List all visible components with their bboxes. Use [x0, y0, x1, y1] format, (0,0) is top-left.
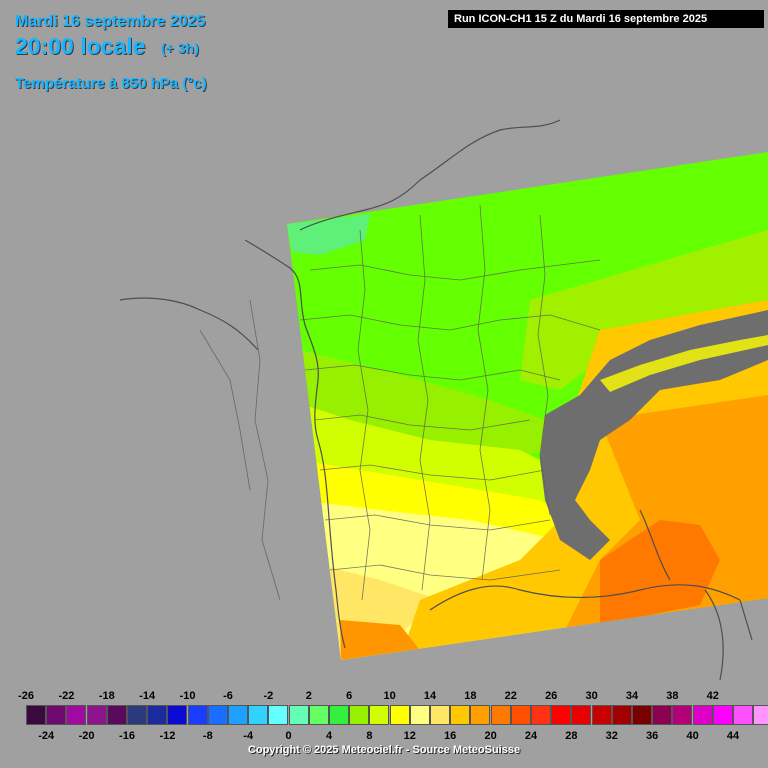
legend-swatch — [591, 705, 612, 725]
legend-swatch — [733, 705, 753, 725]
legend-tick-label: -22 — [58, 690, 75, 702]
legend-tick-label: 8 — [366, 730, 373, 742]
legend-swatch — [248, 705, 269, 725]
legend-tick-label: 34 — [625, 690, 639, 702]
legend-tick-label: 36 — [646, 730, 659, 742]
legend-swatch — [127, 705, 147, 725]
legend-tick-label: 14 — [423, 690, 437, 702]
model-domain — [287, 152, 768, 660]
legend-tick-label: -6 — [223, 690, 233, 702]
alps-north-zone — [520, 230, 768, 390]
legend-tick-label: 32 — [605, 730, 618, 742]
legend-tick-label: 24 — [524, 730, 538, 742]
legend-swatch — [329, 705, 349, 725]
legend-tick-label: 30 — [585, 690, 598, 702]
legend-swatch — [470, 705, 491, 725]
legend-swatch — [692, 705, 713, 725]
legend-swatch — [652, 705, 673, 725]
legend-tick-label: 0 — [285, 730, 292, 742]
legend-tick-label: 38 — [666, 690, 679, 702]
legend-tick-label: -26 — [18, 690, 34, 702]
legend-tick-label: 42 — [706, 690, 719, 702]
legend-swatch — [409, 705, 430, 725]
legend-swatch — [288, 705, 309, 725]
legend-swatch — [86, 705, 107, 725]
legend-tick-label: -18 — [98, 690, 115, 702]
legend-tick-label: -12 — [159, 730, 176, 742]
legend-swatch — [531, 705, 551, 725]
legend-swatch — [571, 705, 592, 725]
legend-swatch — [106, 705, 127, 725]
legend-tick-label: -8 — [202, 730, 213, 742]
legend-swatch — [66, 705, 87, 725]
legend-tick-label: -4 — [243, 730, 254, 742]
alps-terrain — [540, 310, 768, 560]
coastlines — [119, 119, 753, 681]
legend-swatch — [268, 705, 289, 725]
legend-tick-label: 40 — [686, 730, 699, 742]
legend-swatch — [712, 705, 733, 725]
run-label: Run ICON-CH1 15 Z du Mardi 16 septembre … — [448, 10, 764, 28]
legend-tick-label: -10 — [179, 690, 196, 702]
legend-swatch — [46, 705, 67, 725]
legend-swatch — [389, 705, 410, 725]
legend-tick-label: 44 — [726, 730, 740, 742]
legend-tick-label: 16 — [444, 730, 457, 742]
legend-swatch — [611, 705, 632, 725]
legend-tick-label: 28 — [565, 730, 578, 742]
legend-swatch — [510, 705, 531, 725]
legend-tick-label: 26 — [545, 690, 558, 702]
legend-tick-label: -16 — [119, 730, 135, 742]
mediterranean-warm — [600, 520, 720, 625]
department-borders — [199, 204, 601, 601]
alps-valley-yellow — [600, 335, 768, 392]
legend-swatch — [207, 705, 228, 725]
legend-tick-label: 10 — [383, 690, 396, 702]
legend-swatch — [551, 705, 572, 725]
legend-tick-label: -14 — [139, 690, 156, 702]
legend-tick-label: -20 — [78, 730, 95, 742]
legend-tick-label: -24 — [38, 730, 55, 742]
legend-tick-label: 20 — [484, 730, 497, 742]
copyright-text: Copyright © 2025 Meteociel.fr - Source M… — [247, 744, 521, 756]
legend-tick-label: 2 — [305, 690, 312, 702]
legend-swatch — [147, 705, 168, 725]
legend-swatch — [490, 705, 511, 725]
legend-tick-label: 12 — [403, 730, 416, 742]
legend-tick-label: -2 — [263, 690, 274, 702]
legend-swatch — [753, 705, 768, 725]
parameter-title: Température à 850 hPa (°c) — [15, 75, 207, 92]
legend-swatch — [632, 705, 652, 725]
legend-tick-label: 22 — [504, 690, 517, 702]
legend-swatch — [672, 705, 693, 725]
legend-swatch — [228, 705, 248, 725]
legend-swatch — [349, 705, 370, 725]
legend-swatch — [167, 705, 188, 725]
forecast-time: 20:00 locale — [15, 33, 146, 59]
legend-swatch — [26, 705, 46, 725]
pyrenees-warm — [340, 620, 420, 660]
legend-swatch — [450, 705, 471, 725]
legend-swatch — [369, 705, 390, 725]
legend-swatch — [430, 705, 450, 725]
forecast-offset: (+ 3h) — [161, 40, 199, 56]
legend-tick-label: 18 — [464, 690, 477, 702]
forecast-date: Mardi 16 septembre 2025 — [15, 13, 206, 30]
coast-cool-zone — [287, 214, 370, 255]
legend-swatch — [187, 705, 208, 725]
legend-swatch — [308, 705, 329, 725]
legend-tick-label: 6 — [346, 690, 353, 702]
legend-tick-label: 4 — [325, 730, 333, 742]
